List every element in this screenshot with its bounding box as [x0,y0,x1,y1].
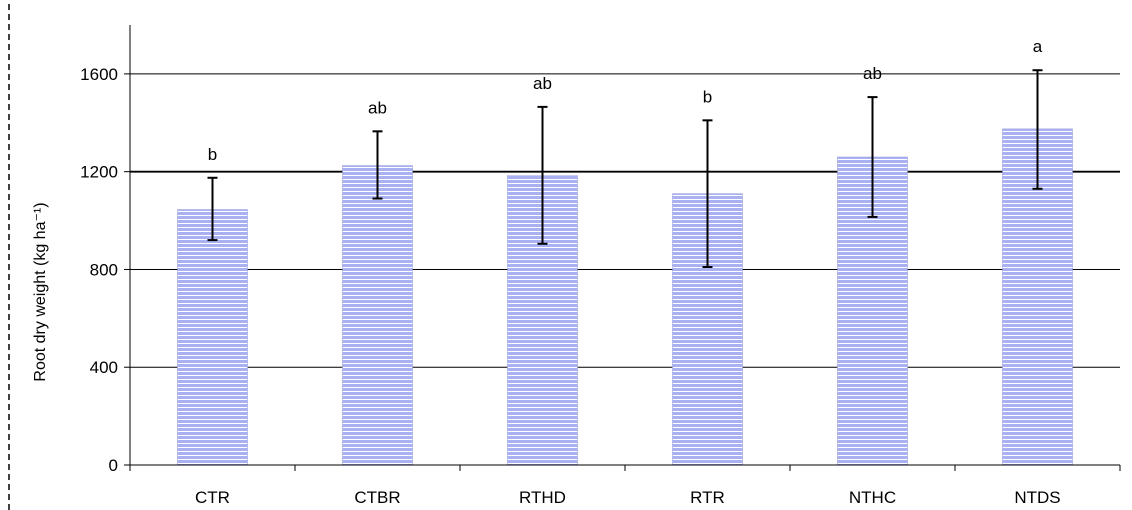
significance-letter: ab [863,64,882,83]
x-tick-label: RTHD [519,488,566,507]
significance-letter: b [703,87,712,106]
y-tick-label: 0 [109,456,118,475]
y-tick-label: 400 [90,358,118,377]
y-axis-label: Root dry weight (kg ha⁻¹) [32,202,49,381]
gridlines [130,73,1120,368]
x-tick-label: NTDS [1014,488,1060,507]
significance-letters: b ab ab b ab a [208,37,1043,164]
error-bars [207,69,1043,268]
y-tick-label: 800 [90,260,118,279]
significance-letter: ab [533,74,552,93]
x-tick-label: CTBR [354,488,400,507]
significance-letter: a [1033,37,1043,56]
x-tick-label: CTR [195,488,230,507]
bar [672,193,743,466]
y-tick-label: 1600 [80,65,118,84]
x-tick-label: RTR [690,488,725,507]
significance-letter: ab [368,98,387,117]
bars [177,128,1073,466]
bar [342,165,413,466]
y-tick-label: 1200 [80,163,118,182]
axes [124,25,1121,471]
x-tick-label: NTHC [849,488,896,507]
bar [177,209,248,466]
significance-letter: b [208,145,217,164]
x-tick-labels: CTR CTBR RTHD RTR NTHC NTDS [195,488,1061,507]
y-tick-labels: 0 400 800 1200 1600 [80,65,118,475]
